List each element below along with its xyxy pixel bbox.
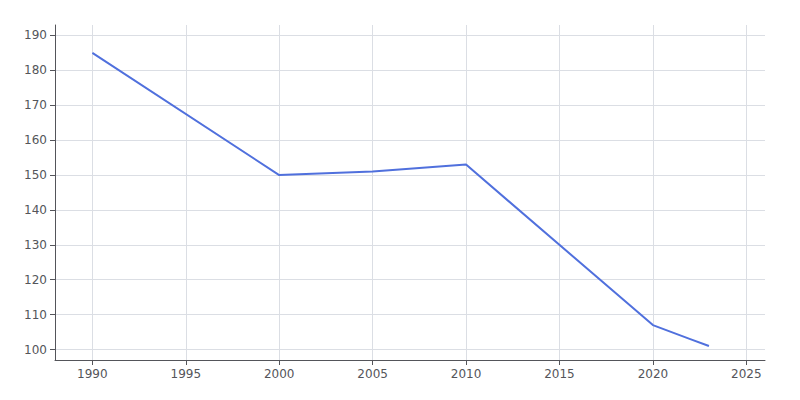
- svg-text:1990: 1990: [77, 367, 108, 381]
- svg-text:110: 110: [24, 308, 47, 322]
- svg-text:2020: 2020: [638, 367, 669, 381]
- svg-text:170: 170: [24, 98, 47, 112]
- svg-text:2015: 2015: [544, 367, 575, 381]
- svg-text:140: 140: [24, 203, 47, 217]
- svg-text:2005: 2005: [357, 367, 388, 381]
- svg-text:2000: 2000: [264, 367, 295, 381]
- svg-text:160: 160: [24, 133, 47, 147]
- svg-text:1995: 1995: [171, 367, 202, 381]
- svg-text:150: 150: [24, 168, 47, 182]
- svg-text:130: 130: [24, 238, 47, 252]
- svg-text:2025: 2025: [731, 367, 762, 381]
- svg-text:190: 190: [24, 28, 47, 42]
- svg-text:100: 100: [24, 343, 47, 357]
- svg-text:180: 180: [24, 63, 47, 77]
- svg-text:2010: 2010: [451, 367, 482, 381]
- svg-text:120: 120: [24, 273, 47, 287]
